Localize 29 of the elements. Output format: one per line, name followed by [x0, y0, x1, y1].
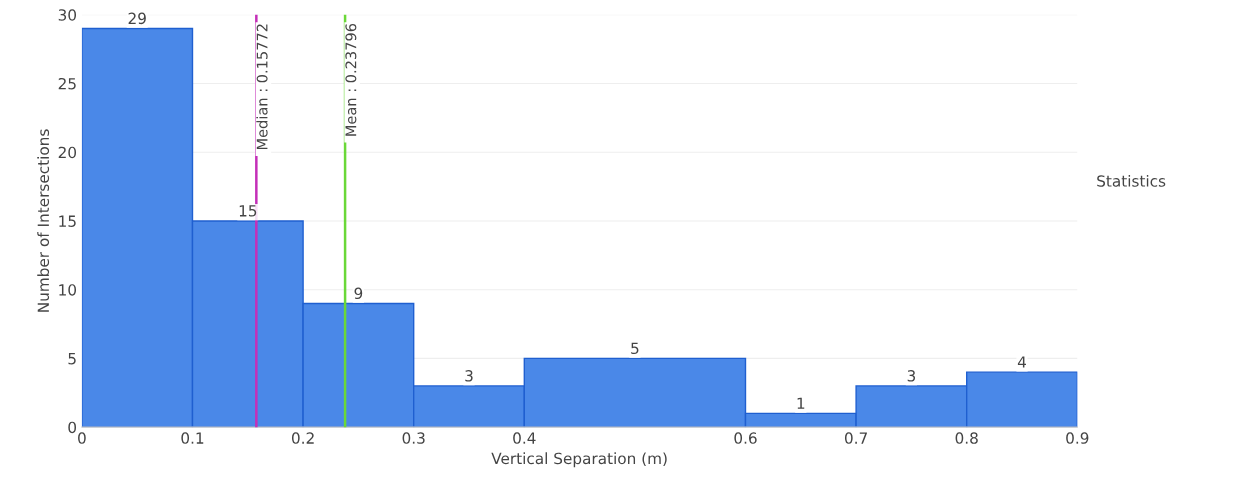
data-label: 9 [354, 287, 363, 300]
x-tick-label: 0.6 [734, 432, 757, 444]
y-tick-label: 10 [59, 284, 77, 296]
data-label: 29 [128, 12, 146, 25]
x-tick-label: 0.7 [844, 432, 867, 444]
data-label: 3 [907, 370, 916, 382]
data-label: 5 [631, 342, 639, 355]
x-tick-label: 0.3 [402, 432, 425, 444]
ref-line-label: Mean : 0.23796 [345, 23, 357, 136]
y-tick-label: 25 [58, 77, 76, 90]
x-tick-label: 0.9 [1066, 432, 1089, 444]
y-tick-label: 5 [68, 353, 76, 365]
text: Statistics [1097, 174, 1166, 187]
data-label: 1 [797, 397, 805, 409]
data-label: 3 [465, 370, 473, 382]
y-tick-label: 30 [58, 9, 77, 21]
data-label: 4 [1017, 356, 1026, 368]
data-label: 15 [239, 205, 257, 217]
y-tick-label: 0 [68, 421, 77, 434]
x-tick-label: 0.2 [291, 432, 314, 444]
y-tick-label: 15 [59, 215, 76, 227]
x-tick-label: 0.1 [181, 432, 204, 444]
x-tick-label: 0.4 [513, 432, 536, 444]
x-axis-title: Vertical Separation (m) [491, 452, 667, 468]
y-axis-title: Number of Intersections [37, 129, 50, 312]
x-tick-label: 0.8 [955, 432, 978, 444]
x-tick-label: 0 [78, 432, 86, 444]
ref-line-label: Median : 0.15772 [256, 24, 268, 150]
y-tick-label: 20 [58, 146, 77, 159]
